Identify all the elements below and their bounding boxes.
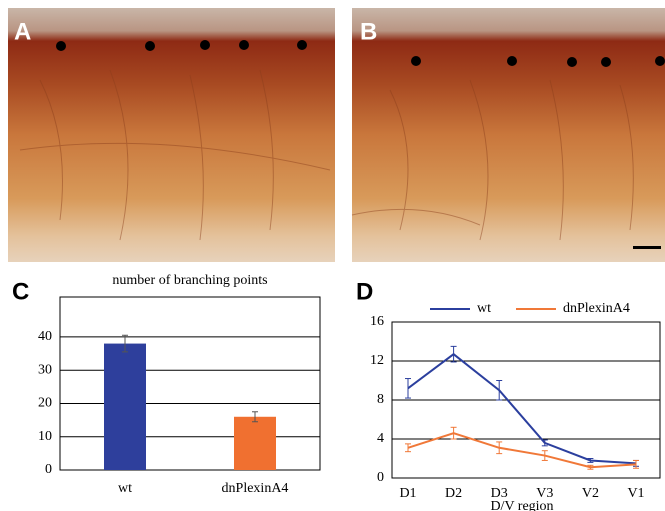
x-tick-label: V2: [582, 486, 599, 501]
x-tick-label: wt: [118, 481, 132, 496]
legend-label: dnPlexinA4: [563, 301, 630, 316]
micrograph-a: [8, 8, 335, 262]
panel-label: C: [12, 278, 29, 305]
y-tick-label: 10: [38, 429, 52, 444]
y-tick-label: 0: [45, 462, 52, 477]
series-line: [408, 354, 636, 463]
x-tick-label: D2: [445, 486, 462, 501]
y-tick-label: 4: [377, 431, 384, 446]
chart-title: number of branching points: [112, 273, 267, 288]
x-tick-label: dnPlexinA4: [222, 481, 289, 496]
x-tick-label: D1: [399, 486, 416, 501]
y-tick-label: 12: [370, 353, 384, 368]
bar: [104, 344, 146, 470]
micrograph-b: [352, 8, 665, 262]
plot-frame: [60, 297, 320, 470]
y-tick-label: 30: [38, 362, 52, 377]
panel-label: B: [360, 18, 377, 45]
bar: [234, 417, 276, 470]
y-tick-label: 40: [38, 329, 52, 344]
x-tick-label: V1: [627, 486, 644, 501]
y-tick-label: 16: [370, 314, 384, 329]
panel-label: A: [14, 18, 31, 45]
x-tick-label: V3: [536, 486, 553, 501]
y-tick-label: 0: [377, 470, 384, 485]
x-tick-label: D3: [491, 486, 508, 501]
figure: A B C D 010203040number of branching poi…: [0, 0, 665, 511]
legend-label: wt: [477, 301, 491, 316]
panel-label: D: [356, 278, 373, 305]
y-tick-label: 8: [377, 392, 384, 407]
y-tick-label: 20: [38, 396, 52, 411]
